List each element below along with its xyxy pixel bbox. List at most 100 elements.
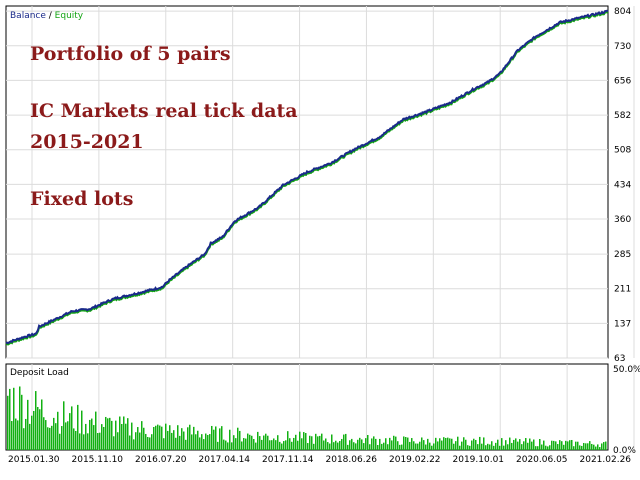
deposit-load-bar	[219, 428, 221, 450]
deposit-load-bar	[447, 437, 449, 450]
deposit-load-bar	[21, 394, 23, 450]
deposit-load-bar	[263, 435, 265, 450]
deposit-load-bar	[385, 438, 387, 450]
y-tick-label: 63	[614, 354, 625, 364]
deposit-load-bar	[527, 442, 529, 450]
deposit-load-bar	[461, 441, 463, 450]
y-tick-label: 508	[614, 146, 631, 156]
deposit-load-bar	[605, 441, 607, 450]
deposit-load-bar	[85, 423, 87, 450]
deposit-load-bar	[565, 440, 567, 450]
deposit-load-bar	[533, 439, 535, 450]
deposit-load-bar	[77, 404, 79, 450]
deposit-load-bar	[531, 441, 533, 450]
deposit-load-bar	[187, 427, 189, 450]
deposit-load-bar	[201, 434, 203, 450]
deposit-load-bar	[229, 429, 231, 450]
deposit-load-bar	[87, 433, 89, 450]
deposit-load-bar	[335, 440, 337, 450]
deposit-load-bar	[433, 443, 435, 450]
deposit-load-bar	[75, 430, 77, 450]
deposit-load-bar	[449, 438, 451, 450]
deposit-load-bar	[389, 437, 391, 450]
deposit-load-bar	[27, 399, 29, 450]
deposit-load-bar	[281, 443, 283, 450]
load-y-tick-max: 50.0%	[613, 365, 640, 375]
deposit-load-bar	[467, 445, 469, 450]
deposit-load-bar	[501, 438, 503, 450]
deposit-load-bar	[475, 439, 477, 450]
x-tick-label: 2021.02.26	[580, 455, 632, 465]
deposit-load-bar	[593, 444, 595, 450]
deposit-load-bar	[519, 439, 521, 450]
deposit-load-bar	[241, 441, 243, 450]
deposit-load-bar	[469, 445, 471, 450]
deposit-load-bar	[601, 443, 603, 450]
deposit-load-bar	[137, 427, 139, 450]
deposit-load-bar	[189, 424, 191, 450]
deposit-load-bar	[587, 443, 589, 450]
deposit-load-bar	[83, 434, 85, 450]
deposit-load-bar	[429, 442, 431, 450]
deposit-load-bar	[147, 437, 149, 450]
annotation-data-source: IC Markets real tick data	[30, 100, 298, 122]
deposit-load-bar	[487, 443, 489, 450]
deposit-load-bar	[301, 438, 303, 450]
deposit-load-bar	[33, 410, 35, 450]
legend: Balance / Equity	[10, 11, 84, 21]
y-tick-label: 137	[614, 319, 631, 329]
deposit-load-bar	[179, 435, 181, 450]
deposit-load-bar	[63, 401, 65, 450]
deposit-load-bar	[41, 399, 43, 450]
deposit-load-bar	[115, 420, 117, 450]
deposit-load-bar	[59, 433, 61, 450]
deposit-load-bar	[367, 435, 369, 450]
deposit-load-bar	[295, 434, 297, 450]
x-tick-label: 2015.01.30	[8, 455, 60, 465]
deposit-load-bar	[127, 418, 129, 450]
x-tick-label: 2016.07.20	[135, 455, 187, 465]
y-tick-label: 211	[614, 285, 631, 295]
deposit-load-bar	[105, 416, 107, 450]
deposit-load-bar	[251, 435, 253, 450]
deposit-load-bar	[529, 438, 531, 450]
deposit-load-bar	[569, 440, 571, 450]
deposit-load-bar	[463, 437, 465, 450]
deposit-load-bar	[585, 443, 587, 450]
deposit-load-bar	[411, 438, 413, 450]
deposit-load-bar	[571, 439, 573, 450]
deposit-load-bar	[157, 424, 159, 450]
deposit-load-bar	[303, 432, 305, 450]
deposit-load-bar	[71, 406, 73, 450]
y-axis-ticks: 63 137 211 285 360 434 508 582 656 730 804	[614, 7, 631, 364]
legend-balance: Balance	[10, 11, 46, 21]
deposit-load-bar	[271, 440, 273, 450]
load-y-tick-min: 0.0%	[613, 446, 636, 456]
deposit-load-bar	[111, 420, 113, 450]
deposit-load-bar	[525, 438, 527, 450]
deposit-load-bar	[511, 442, 513, 450]
deposit-load-bar	[353, 442, 355, 450]
deposit-load-bar	[577, 441, 579, 450]
deposit-load-bar	[155, 425, 157, 450]
deposit-load-bar	[553, 440, 555, 450]
deposit-load-bar	[49, 427, 51, 450]
deposit-load-bar	[465, 439, 467, 450]
deposit-load-bar	[563, 444, 565, 450]
deposit-load-bar	[205, 433, 207, 450]
deposit-load-bar	[339, 441, 341, 450]
deposit-load-bar	[399, 444, 401, 450]
deposit-load-bar	[249, 434, 251, 450]
deposit-load-bar	[265, 433, 267, 450]
deposit-load-bar	[417, 443, 419, 450]
deposit-load-bar	[51, 425, 53, 450]
deposit-load-bar	[171, 432, 173, 450]
legend-separator: /	[46, 11, 55, 21]
deposit-load-bar	[311, 436, 313, 450]
deposit-load-bar	[573, 446, 575, 450]
deposit-load-bar	[57, 411, 59, 450]
deposit-load-bar	[547, 446, 549, 450]
deposit-load-bar	[369, 444, 371, 450]
deposit-load-bar	[489, 444, 491, 450]
